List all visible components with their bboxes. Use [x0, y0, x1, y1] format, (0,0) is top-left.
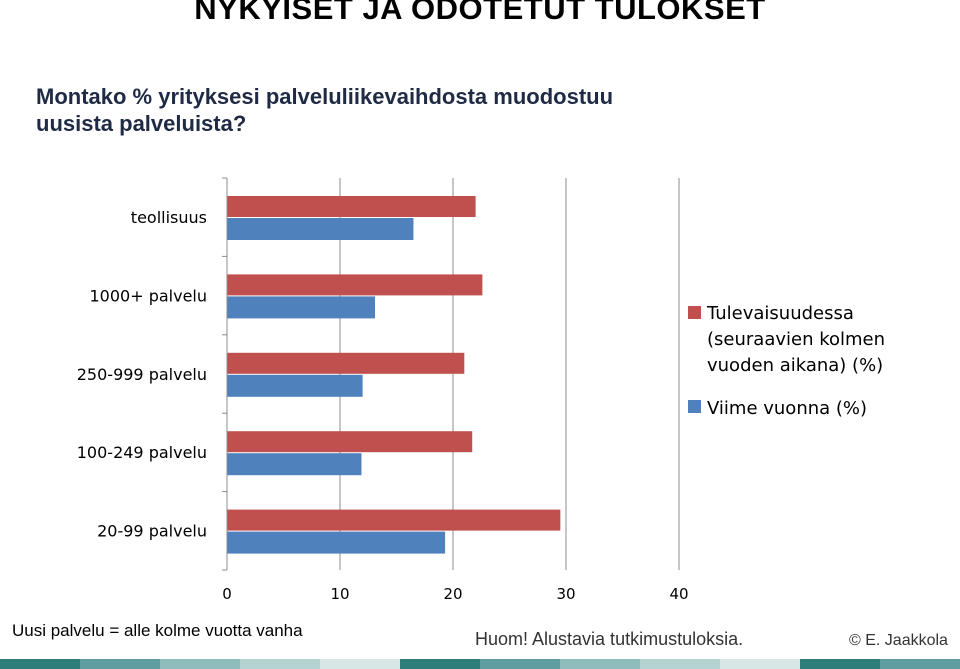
stripe-segment: [640, 659, 720, 669]
category-label: 100-249 palvelu: [77, 443, 207, 462]
category-label: 1000+ palvelu: [89, 286, 207, 305]
survey-question: Montako % yrityksesi palveluliikevaihdos…: [36, 84, 614, 136]
stripe-segment: [480, 659, 560, 669]
page-title: NYKYISET JA ODOTETUT TULOKSET: [194, 0, 766, 26]
category-label: 250-999 palvelu: [77, 365, 207, 384]
x-tick-label: 0: [222, 585, 232, 603]
x-tick-label: 30: [556, 585, 575, 603]
stripe-segment: [160, 659, 240, 669]
bar-viime-vuonna: [227, 374, 363, 397]
legend-label-tulevaisuudessa: Tulevaisuudessa (seuraavien kolmen vuoden …: [706, 303, 885, 376]
stripe-segment: [240, 659, 320, 669]
footer-stripe: [0, 659, 960, 669]
stripe-segment: [400, 659, 480, 669]
bar-tulevaisuudessa: [227, 196, 476, 217]
x-tick-label: 40: [669, 585, 688, 603]
copyright: © E. Jaakkola: [849, 632, 948, 649]
bar-tulevaisuudessa: [227, 509, 561, 531]
stripe-segment: [320, 659, 400, 669]
stripe-segment: [0, 659, 80, 669]
stripe-segment: [80, 659, 160, 669]
disclaimer: Huom! Alustavia tutkimustuloksia.: [475, 629, 744, 649]
stripe-segment: [800, 659, 880, 669]
stripe-segment: [880, 659, 960, 669]
bar-viime-vuonna: [227, 453, 362, 476]
category-label: teollisuus: [131, 208, 207, 227]
x-tick-label: 20: [443, 585, 462, 603]
legend-label-viime-vuonna: Viime vuonna (%): [707, 398, 867, 419]
bar-tulevaisuudessa: [227, 352, 465, 374]
footnote: Uusi palvelu = alle kolme vuotta vanha: [12, 621, 303, 640]
bar-viime-vuonna: [227, 531, 446, 554]
category-label: 20-99 palvelu: [97, 522, 207, 541]
bar-viime-vuonna: [227, 296, 376, 319]
stripe-segment: [560, 659, 640, 669]
bar-chart: 0 10 20 30 40 teollisuus 1000+ palvelu 250-999 …: [77, 177, 885, 603]
bar-tulevaisuudessa: [227, 274, 483, 296]
x-tick-label: 10: [330, 585, 349, 603]
legend-swatch-viime-vuonna: [688, 400, 701, 413]
bar-tulevaisuudessa: [227, 431, 473, 453]
bar-viime-vuonna: [227, 218, 414, 240]
legend-swatch-tulevaisuudessa: [688, 306, 701, 319]
stripe-segment: [720, 659, 800, 669]
